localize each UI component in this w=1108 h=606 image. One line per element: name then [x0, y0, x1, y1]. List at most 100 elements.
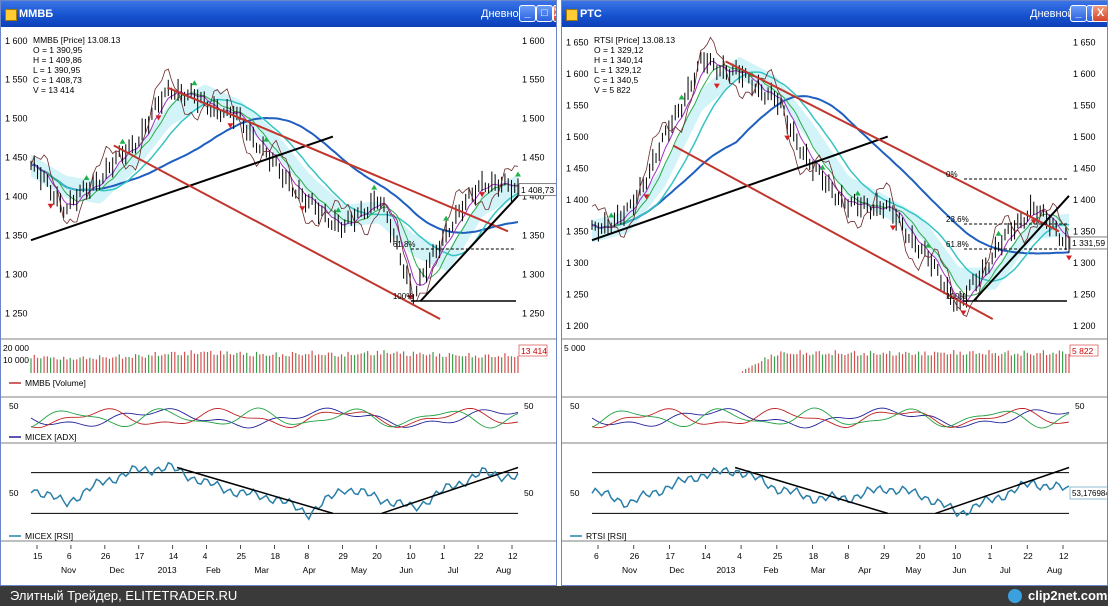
rsi-trend-line — [734, 466, 888, 515]
minimize-button[interactable]: _ — [519, 5, 536, 22]
moving-average-line — [30, 92, 519, 279]
month-axis-label: Apr — [858, 565, 871, 575]
date-axis-label: 22 — [474, 551, 484, 561]
rsi-line — [30, 461, 519, 521]
month-axis-label: Nov — [61, 565, 77, 575]
trend-line — [419, 195, 519, 302]
timeframe-label[interactable]: Дневной — [481, 8, 525, 20]
month-axis-label: Aug — [496, 565, 511, 575]
price-axis-label-right: 1 450 — [522, 153, 545, 163]
ohlc-info-line: RTSI [Price] 13.08.13 — [594, 35, 675, 45]
maximize-button[interactable]: □ — [536, 5, 553, 22]
month-axis-label: Dec — [669, 565, 685, 575]
price-axis-label-right: 1 350 — [1073, 226, 1096, 236]
sell-signal-arrow — [960, 310, 967, 316]
date-axis-label: 26 — [101, 551, 111, 561]
date-axis-label: 26 — [630, 551, 640, 561]
sell-signal-arrow — [1030, 219, 1037, 225]
sell-signal-arrow — [47, 203, 54, 209]
timeframe-label[interactable]: Дневной — [1030, 8, 1074, 20]
price-axis-label: 1 400 — [5, 192, 28, 202]
moving-average-line — [30, 116, 519, 234]
price-axis-label-right: 1 500 — [1073, 132, 1096, 142]
price-axis-label: 1 550 — [566, 100, 589, 110]
buy-signal-arrow — [263, 136, 270, 142]
price-axis-label-right: 1 650 — [1073, 37, 1096, 47]
close-button[interactable]: X — [553, 5, 556, 22]
month-axis-label: Nov — [622, 565, 638, 575]
sell-signal-arrow — [155, 115, 162, 121]
sell-signal-arrow — [479, 192, 486, 198]
fibonacci-level-label: 100% — [946, 292, 966, 301]
adx-axis-label-right: 50 — [1075, 401, 1085, 411]
moving-average-line — [591, 60, 1070, 302]
price-axis-label-right: 1 600 — [522, 36, 545, 46]
rsi-legend: RTSI [RSI] — [586, 531, 626, 541]
price-axis-label-right: 1 300 — [1073, 258, 1096, 268]
rsi-value-label: 53,176984 — [1072, 489, 1108, 498]
month-axis-label: Dec — [109, 565, 125, 575]
rsi-trend-line — [935, 466, 1070, 515]
trend-line — [30, 135, 334, 242]
window-title: ММВБ — [19, 8, 54, 20]
date-axis-label: 12 — [508, 551, 518, 561]
month-axis-label: May — [905, 565, 922, 575]
buy-signal-arrow — [119, 138, 126, 144]
ichimoku-cloud — [592, 56, 1069, 290]
price-axis-label-right: 1 400 — [522, 192, 545, 202]
date-axis-label: 12 — [1059, 551, 1069, 561]
price-axis-label: 1 600 — [566, 69, 589, 79]
date-axis-label: 20 — [372, 551, 382, 561]
ohlc-info-line: L = 1 390,95 — [33, 65, 80, 75]
buy-signal-arrow — [608, 212, 615, 218]
date-axis-label: 18 — [271, 551, 281, 561]
ohlc-info-line: C = 1 340,5 — [594, 75, 638, 85]
month-axis-label: Aug — [1047, 565, 1062, 575]
price-axis-label: 1 450 — [566, 163, 589, 173]
buy-signal-arrow — [678, 94, 685, 100]
trend-line — [972, 195, 1070, 302]
date-axis-label: 1 — [987, 551, 992, 561]
price-axis-label: 1 350 — [566, 226, 589, 236]
month-axis-label: 2013 — [158, 565, 177, 575]
price-axis-label: 1 600 — [5, 36, 28, 46]
minimize-button[interactable]: _ — [1070, 5, 1087, 22]
ohlc-info-line: O = 1 390,95 — [33, 45, 83, 55]
price-axis-label-right: 1 350 — [522, 231, 545, 241]
price-axis-label-right: 1 550 — [522, 75, 545, 85]
date-axis-label: 20 — [916, 551, 926, 561]
price-axis-label-right: 1 250 — [522, 308, 545, 318]
sell-signal-arrow — [1066, 255, 1072, 261]
month-axis-label: 2013 — [716, 565, 735, 575]
volume-legend: ММВБ [Volume] — [25, 378, 86, 388]
rts-window-titlebar[interactable]: РТС Дневной _ □ X — [562, 1, 1107, 27]
fibonacci-level-label: 61.8% — [393, 240, 416, 249]
close-button[interactable]: X — [1092, 5, 1107, 22]
rsi-axis-label: 50 — [9, 488, 19, 498]
footer-bar: Элитный Трейдер, ELITETRADER.RU clip2net… — [0, 586, 1108, 606]
micex-window-titlebar[interactable]: ММВБ Дневной _ □ X — [1, 1, 556, 27]
fibonacci-level-label: 61.8% — [946, 240, 969, 249]
buy-signal-arrow — [515, 171, 521, 177]
rsi-axis-label-right: 50 — [524, 488, 534, 498]
sell-signal-arrow — [889, 225, 896, 231]
ohlc-info-line: V = 5 822 — [594, 85, 631, 95]
price-axis-label-right: 1 400 — [1073, 195, 1096, 205]
month-axis-label: Jul — [1000, 565, 1011, 575]
micex-chart-window[interactable]: ММВБ Дневной _ □ X 1 600 1 600 1 550 1 550 1… — [0, 0, 557, 586]
channel-upper-line — [166, 86, 509, 233]
date-axis-label: 17 — [135, 551, 145, 561]
price-axis-label: 1 300 — [5, 269, 28, 279]
adx-line — [591, 407, 1070, 429]
date-axis-label: 29 — [338, 551, 348, 561]
footer-credit: Элитный Трейдер, ELITETRADER.RU — [10, 588, 238, 603]
date-axis-label: 10 — [952, 551, 962, 561]
adx-legend: MICEX [ADX] — [25, 432, 76, 442]
price-axis-label: 1 650 — [566, 37, 589, 47]
chart-window-icon — [5, 9, 17, 21]
volume-marker-label: 13 414 — [521, 346, 547, 356]
rsi-axis-label: 50 — [570, 488, 580, 498]
